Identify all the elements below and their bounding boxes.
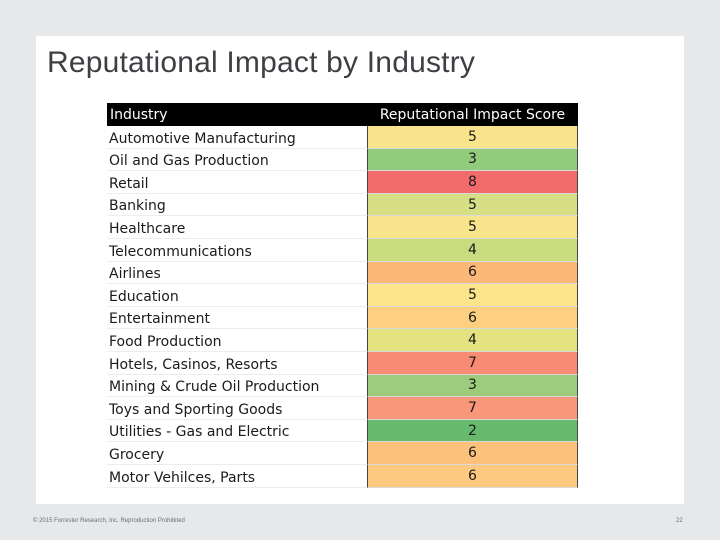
impact-table: Industry Reputational Impact Score Autom…: [107, 103, 578, 488]
industry-cell: Hotels, Casinos, Resorts: [107, 352, 367, 375]
table-row: Telecommunications 4: [107, 238, 578, 262]
table-row: Automotive Manufacturing 5: [107, 126, 578, 149]
table-row: Hotels, Casinos, Resorts 7: [107, 351, 578, 375]
industry-cell: Utilities - Gas and Electric: [107, 420, 367, 443]
table-body: Automotive Manufacturing 5 Oil and Gas Pro…: [107, 126, 578, 488]
table-row: Banking 5: [107, 193, 578, 217]
table-row: Grocery 6: [107, 442, 578, 465]
score-cell: 8: [367, 171, 578, 194]
industry-cell: Airlines: [107, 262, 367, 285]
score-cell: 6: [367, 464, 578, 488]
table-row: Education 5: [107, 284, 578, 307]
industry-cell: Education: [107, 284, 367, 307]
table-row: Retail 8: [107, 171, 578, 194]
page-number: 22: [676, 518, 683, 524]
table-row: Mining & Crude Oil Production 3: [107, 374, 578, 398]
score-cell: 6: [367, 306, 578, 330]
industry-cell: Motor Vehilces, Parts: [107, 465, 367, 488]
industry-cell: Entertainment: [107, 307, 367, 330]
header-industry: Industry: [110, 106, 168, 123]
copyright-footer: © 2015 Forrester Research, Inc. Reproduc…: [33, 518, 185, 524]
score-cell: 3: [367, 374, 578, 398]
score-cell: 5: [367, 284, 578, 307]
table-row: Utilities - Gas and Electric 2: [107, 419, 578, 443]
score-cell: 5: [367, 193, 578, 217]
score-cell: 2: [367, 419, 578, 443]
score-cell: 5: [367, 126, 578, 149]
industry-cell: Food Production: [107, 329, 367, 352]
industry-cell: Retail: [107, 171, 367, 194]
table-header: Industry Reputational Impact Score: [107, 103, 578, 126]
table-row: Toys and Sporting Goods 7: [107, 397, 578, 420]
industry-cell: Telecommunications: [107, 239, 367, 262]
score-cell: 7: [367, 397, 578, 420]
table-row: Airlines 6: [107, 261, 578, 285]
slide: Reputational Impact by Industry Industry…: [36, 36, 684, 504]
industry-cell: Automotive Manufacturing: [107, 126, 367, 149]
industry-cell: Toys and Sporting Goods: [107, 397, 367, 420]
industry-cell: Healthcare: [107, 216, 367, 239]
score-cell: 7: [367, 351, 578, 375]
table-row: Oil and Gas Production 3: [107, 148, 578, 172]
industry-cell: Grocery: [107, 442, 367, 465]
table-row: Motor Vehilces, Parts 6: [107, 464, 578, 488]
header-score: Reputational Impact Score: [379, 106, 566, 123]
slide-title: Reputational Impact by Industry: [47, 46, 476, 79]
industry-cell: Mining & Crude Oil Production: [107, 375, 367, 398]
table-row: Food Production 4: [107, 329, 578, 352]
score-cell: 5: [367, 216, 578, 239]
table-row: Healthcare 5: [107, 216, 578, 239]
industry-cell: Banking: [107, 194, 367, 217]
score-cell: 4: [367, 238, 578, 262]
table-row: Entertainment 6: [107, 306, 578, 330]
industry-cell: Oil and Gas Production: [107, 149, 367, 172]
score-cell: 3: [367, 148, 578, 172]
score-cell: 6: [367, 442, 578, 465]
score-cell: 4: [367, 329, 578, 352]
score-cell: 6: [367, 261, 578, 285]
